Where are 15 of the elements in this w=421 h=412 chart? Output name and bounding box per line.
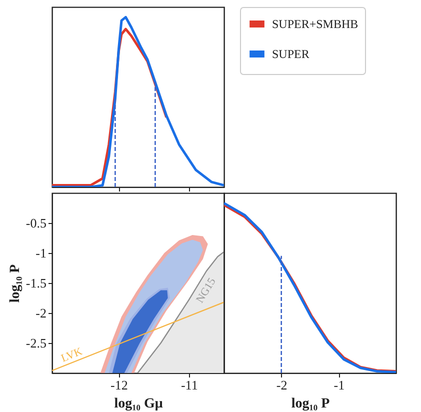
y-axis-title: log₁₀ P — [8, 264, 23, 303]
text: LVK — [60, 346, 84, 365]
x-tick-label: -11 — [180, 378, 198, 392]
y-tick-label: -1 — [36, 246, 46, 260]
x-axis-title: log₁₀ Gμ — [114, 396, 163, 412]
x-tick-label: -12 — [110, 378, 128, 392]
y-tick-label: -0.5 — [26, 216, 46, 230]
legend-label: SUPER — [272, 47, 310, 61]
x-tick-label: -1 — [334, 378, 345, 392]
y-tick-label: -1.5 — [26, 276, 46, 290]
x-axis-title: log₁₀ P — [291, 396, 330, 412]
y-tick-label: -2.5 — [26, 336, 46, 350]
legend-label: SUPER+SMBHB — [272, 17, 358, 31]
x-tick-label: -2 — [276, 378, 288, 392]
y-tick-label: -2 — [36, 306, 46, 320]
